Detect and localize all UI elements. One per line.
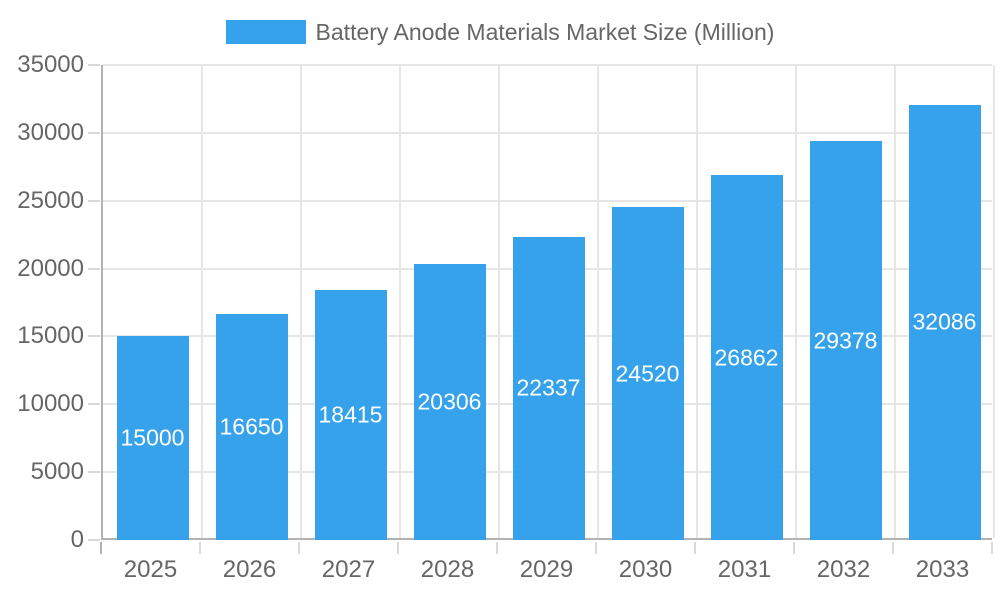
- y-tick-label: 20000: [17, 254, 84, 282]
- bar-value-label: 32086: [912, 308, 977, 335]
- y-axis-tick: [88, 64, 100, 66]
- gridline-horizontal: [103, 199, 992, 202]
- bar-2031: [711, 175, 783, 540]
- x-tick-label: 2030: [618, 556, 673, 583]
- legend-swatch: [225, 20, 306, 44]
- plot-area: 15000 16650 18415 20306 22337 24520 26862 29378…: [101, 64, 995, 540]
- y-tick-label: 15000: [17, 322, 84, 350]
- bar-value-label: 22337: [516, 374, 581, 401]
- x-axis-tick: [892, 542, 894, 554]
- bar-value-label: 20306: [417, 388, 482, 415]
- y-tick-label: 5000: [30, 458, 84, 486]
- x-tick-label: 2031: [717, 556, 772, 583]
- bar-value-label: 15000: [120, 424, 185, 451]
- bar-2030: [612, 207, 684, 540]
- y-axis-tick: [88, 335, 100, 338]
- gridline-horizontal: [103, 131, 992, 134]
- legend-label: Battery Anode Materials Market Size (Mil…: [315, 19, 775, 45]
- x-axis-tick: [397, 542, 399, 554]
- gridline-vertical: [696, 65, 698, 538]
- x-axis-tick: [496, 542, 498, 554]
- bar-2032: [810, 141, 882, 540]
- x-tick-label: 2028: [420, 556, 475, 583]
- bar-2025: [117, 336, 189, 540]
- y-axis-tick: [88, 267, 100, 270]
- bar-2027: [315, 290, 387, 540]
- bar-2026: [216, 314, 288, 540]
- y-tick-label: 25000: [17, 186, 84, 214]
- y-axis-tick: [88, 131, 100, 134]
- bar-2033: [909, 105, 981, 540]
- bar-value-label: 18415: [318, 401, 383, 428]
- bar-value-label: 16650: [219, 413, 284, 440]
- gridline-vertical: [993, 65, 995, 538]
- y-tick-label: 30000: [17, 118, 84, 146]
- y-tick-label: 35000: [17, 51, 84, 78]
- y-axis-tick: [88, 403, 100, 406]
- bar-2029: [513, 237, 585, 540]
- x-axis-tick: [100, 542, 102, 554]
- y-tick-label: 10000: [17, 390, 84, 418]
- y-tick-label: 0: [70, 526, 84, 553]
- x-tick-label: 2033: [915, 556, 970, 583]
- y-axis-tick: [88, 199, 100, 202]
- x-axis-tick: [694, 542, 696, 554]
- y-axis-tick: [88, 471, 100, 474]
- bar-value-label: 29378: [813, 327, 878, 354]
- bar-2028: [414, 264, 486, 540]
- x-axis-tick: [595, 542, 597, 554]
- gridline-vertical: [201, 65, 203, 538]
- y-axis-tick: [88, 539, 100, 541]
- x-axis-tick: [298, 542, 300, 554]
- chart-legend[interactable]: Battery Anode Materials Market Size (Mil…: [0, 8, 1000, 56]
- gridline-vertical: [300, 65, 302, 538]
- gridline-vertical: [498, 65, 500, 538]
- x-tick-label: 2029: [519, 556, 574, 583]
- x-axis-tick: [793, 542, 795, 554]
- x-tick-label: 2027: [321, 556, 376, 583]
- gridline-vertical: [399, 65, 401, 538]
- x-tick-label: 2025: [123, 556, 178, 583]
- x-axis-tick: [991, 542, 993, 554]
- bar-value-label: 26862: [714, 344, 779, 371]
- x-axis-tick: [199, 542, 201, 554]
- gridline-vertical: [597, 65, 599, 538]
- gridline-vertical: [894, 65, 896, 538]
- gridline-vertical: [795, 65, 797, 538]
- bar-value-label: 24520: [615, 360, 680, 387]
- x-tick-label: 2026: [222, 556, 277, 583]
- x-tick-label: 2032: [816, 556, 871, 583]
- gridline-horizontal: [103, 64, 992, 66]
